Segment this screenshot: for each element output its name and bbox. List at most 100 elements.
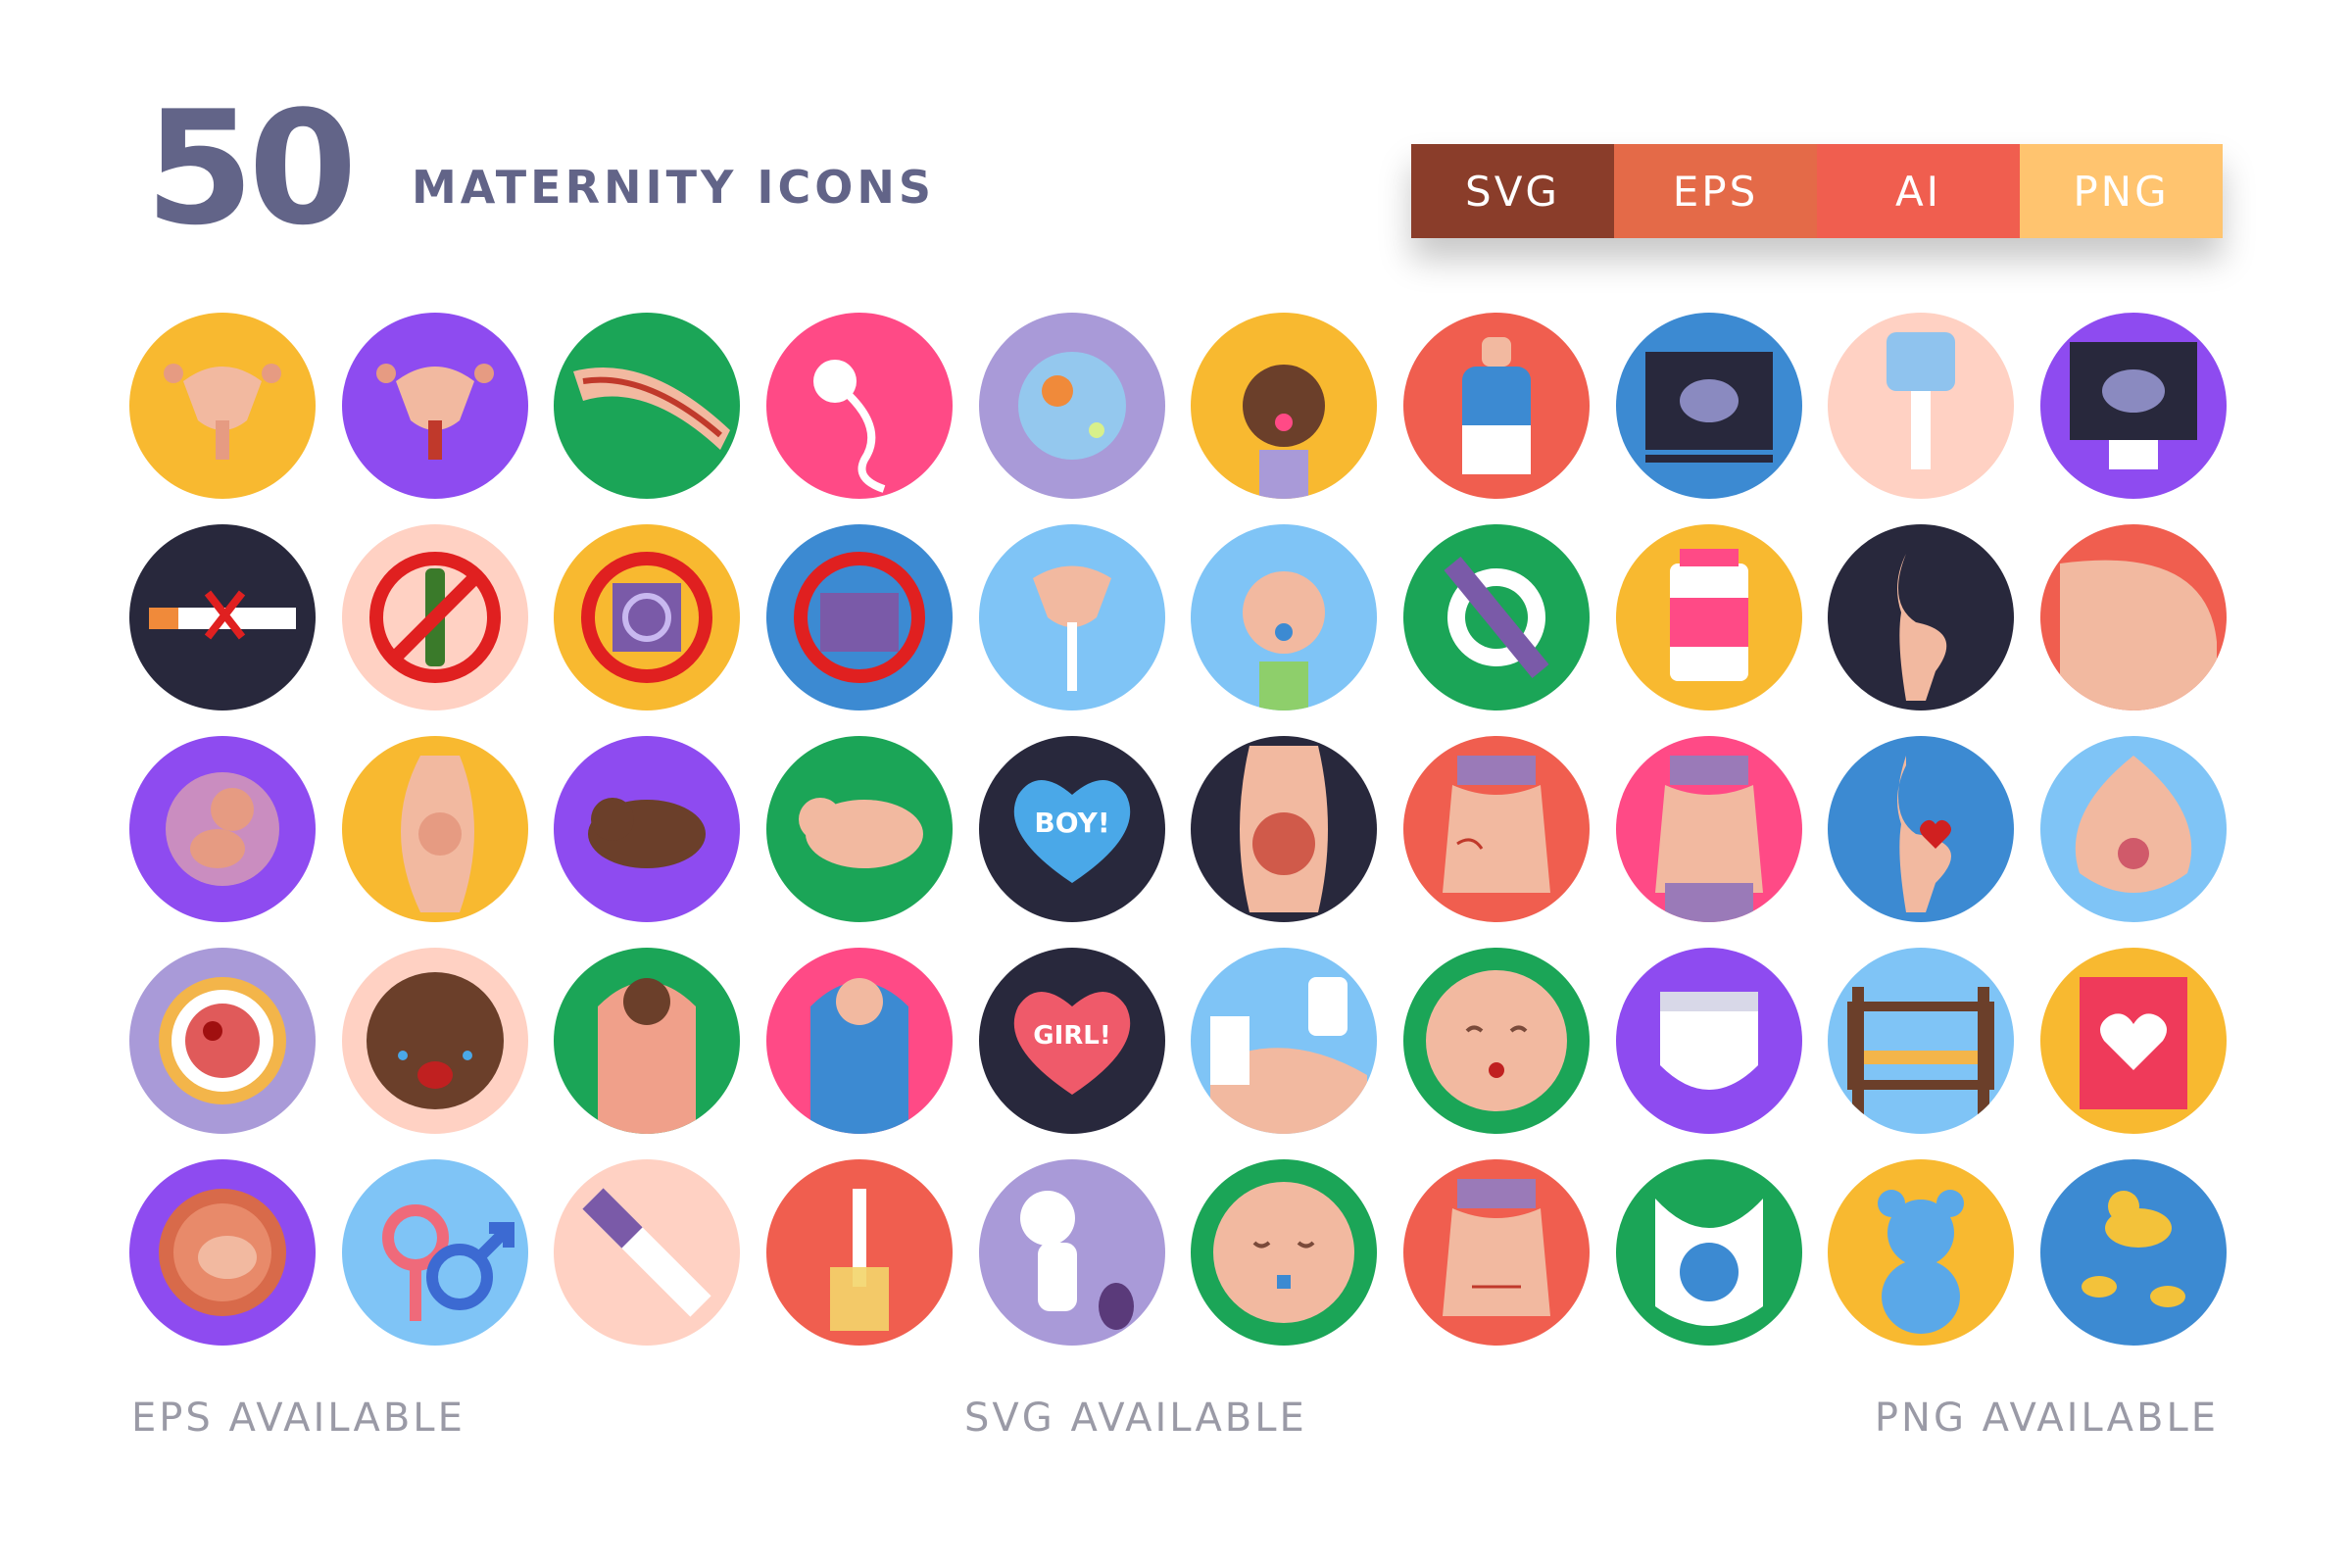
footer-png-available: PNG AVAILABLE xyxy=(1874,1396,2219,1441)
pregnancy-badge-icon xyxy=(1444,557,1549,678)
rubber-ducks-icon xyxy=(2081,1191,2185,1307)
ultrasound-monitor-icon xyxy=(2069,342,2197,469)
embryo-icon xyxy=(129,1159,316,1346)
baby-bottle-icon xyxy=(1461,337,1531,474)
breast-milk-icon xyxy=(2075,756,2192,893)
gender-symbols-icon xyxy=(381,1204,514,1321)
no-alcohol-icon xyxy=(341,524,528,710)
baby-bottle-icon xyxy=(1402,313,1590,499)
baby-face-icon xyxy=(1425,970,1567,1111)
fetus-womb-icon xyxy=(400,756,474,912)
ultrasound-screen-icon xyxy=(1644,352,1773,463)
ultrasound-gel-icon xyxy=(1210,977,1368,1134)
no-pads-icon xyxy=(793,552,925,683)
pregnant-body-icon xyxy=(1615,736,1802,922)
baby-book-icon xyxy=(2079,977,2187,1109)
uterus-icon xyxy=(129,313,316,499)
crying-baby-icon xyxy=(341,948,528,1134)
baby-bib-icon xyxy=(1615,1159,1802,1346)
fallopian-tube-icon xyxy=(573,368,731,450)
ultrasound-probe-icon xyxy=(1828,313,2015,499)
icon-row xyxy=(129,1159,2227,1346)
swaddled-baby-light-icon xyxy=(765,948,953,1134)
icon-row xyxy=(129,524,2227,710)
crib-icon xyxy=(1847,987,1995,1114)
baby-girl-pacifier-icon xyxy=(1243,365,1326,499)
sleeping-baby-icon xyxy=(1213,1182,1355,1323)
c-section-scar-icon xyxy=(1442,1179,1550,1316)
cervix-icon xyxy=(129,948,316,1134)
format-badge-png: PNG xyxy=(2020,144,2223,238)
pregnant-body-icon xyxy=(1654,756,1763,922)
newborn-light-icon xyxy=(798,798,923,868)
baby-in-womb-icon xyxy=(1240,746,1329,912)
gender-symbols-icon xyxy=(341,1159,528,1346)
baby-girl-pacifier-icon xyxy=(1191,313,1378,499)
breast-milk-icon xyxy=(2039,736,2227,922)
baby-bib-icon xyxy=(1654,1199,1763,1326)
c-section-scar-icon xyxy=(1402,1159,1590,1346)
sperm-icon xyxy=(765,313,953,499)
baby-in-womb-icon xyxy=(1191,736,1378,922)
fertilization-icon xyxy=(978,313,1165,499)
icon-row: GIRL! xyxy=(129,948,2227,1134)
icon-grid: BOY! GIRL! xyxy=(129,313,2227,1371)
footer-svg-available: SVG AVAILABLE xyxy=(964,1396,1307,1441)
uterus-anatomy-icon xyxy=(375,364,494,460)
breast-pump-icon xyxy=(1019,1191,1134,1330)
header-title: MATERNITY ICONS xyxy=(412,161,935,214)
girl-balloon-icon: GIRL! xyxy=(978,948,1165,1134)
prenatal-vitamins-icon xyxy=(1669,549,1748,681)
no-condom-icon xyxy=(581,552,713,683)
no-condom-icon xyxy=(554,524,741,710)
diaper-icon xyxy=(1659,992,1758,1090)
baby-boy-pacifier-icon xyxy=(1243,571,1326,710)
crying-baby-icon xyxy=(366,972,504,1109)
format-badge-eps: EPS xyxy=(1614,144,1817,238)
pregnancy-badge-icon xyxy=(1402,524,1590,710)
baby-boy-pacifier-icon xyxy=(1191,524,1378,710)
teddy-bear-icon xyxy=(1828,1159,2015,1346)
fetus-womb-icon xyxy=(341,736,528,922)
girl-balloon-label: GIRL! xyxy=(1033,1021,1110,1051)
pregnant-heart-icon xyxy=(1897,756,1952,912)
newborn-dark-icon xyxy=(554,736,741,922)
swaddled-baby-light-icon xyxy=(809,978,908,1134)
crib-icon xyxy=(1828,948,2015,1134)
pregnant-silhouette-icon xyxy=(1828,524,2015,710)
girl-balloon-icon: GIRL! xyxy=(1013,992,1130,1095)
header-count: 50 xyxy=(145,76,358,260)
format-badges: SVG EPS AI PNG xyxy=(1411,144,2223,238)
no-alcohol-icon xyxy=(368,552,501,683)
uterus-icon xyxy=(164,364,281,460)
pregnant-heart-icon xyxy=(1828,736,2015,922)
ultrasound-gel-icon xyxy=(1191,948,1378,1134)
baby-book-icon xyxy=(2039,948,2227,1134)
ultrasound-monitor-icon xyxy=(2039,313,2227,499)
sperm-icon xyxy=(812,360,886,493)
stretch-marks-icon xyxy=(1442,756,1550,893)
newborn-light-icon xyxy=(765,736,953,922)
boy-balloon-icon: BOY! xyxy=(978,736,1165,922)
no-pads-icon xyxy=(765,524,953,710)
fetus-icon xyxy=(129,736,316,922)
pregnant-silhouette-icon xyxy=(1897,554,1947,701)
icon-row xyxy=(129,313,2227,499)
no-smoking-icon xyxy=(149,590,296,640)
prenatal-vitamins-icon xyxy=(1615,524,1802,710)
format-badge-ai: AI xyxy=(1817,144,2020,238)
pregnancy-test-icon xyxy=(554,1159,741,1346)
boy-balloon-label: BOY! xyxy=(1034,807,1109,839)
sleeping-baby-icon xyxy=(1191,1159,1378,1346)
pregnant-belly-icon xyxy=(2039,524,2227,710)
baby-face-icon xyxy=(1402,948,1590,1134)
urine-test-icon xyxy=(829,1189,889,1331)
rubber-ducks-icon xyxy=(2039,1159,2227,1346)
fertilization-icon xyxy=(1017,352,1126,460)
embryo-icon xyxy=(159,1189,286,1316)
teddy-bear-icon xyxy=(1878,1190,1965,1334)
uterus-injection-icon xyxy=(978,524,1165,710)
ultrasound-probe-icon xyxy=(1886,332,1956,469)
no-smoking-icon xyxy=(129,524,316,710)
pregnancy-test-icon xyxy=(582,1188,711,1317)
